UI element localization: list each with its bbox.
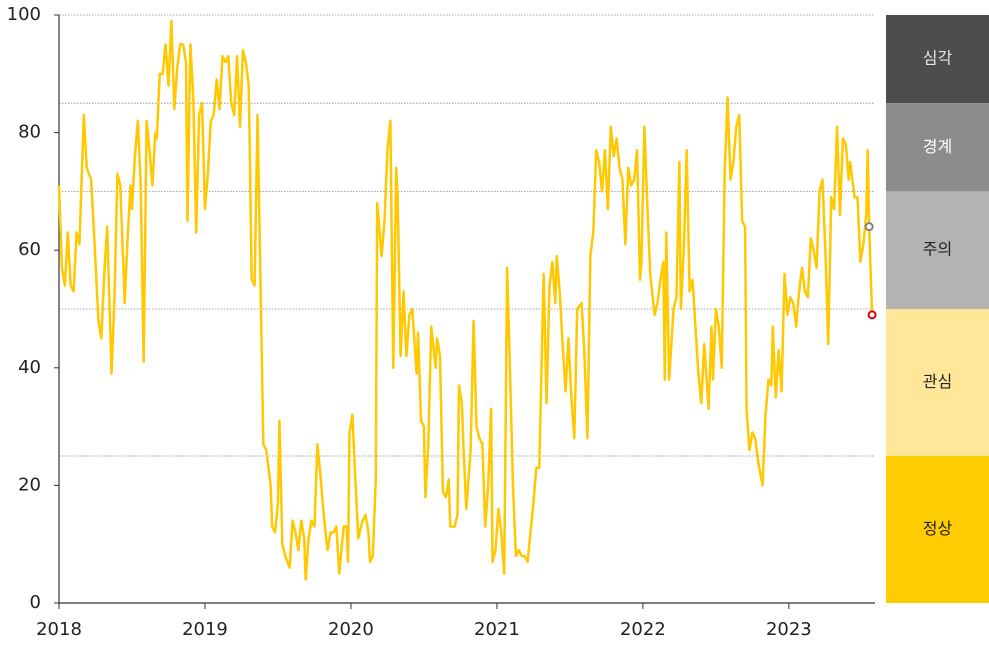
band [886,191,989,309]
y-tick-label: 20 [18,474,41,495]
end-marker [867,310,877,320]
band [886,309,989,456]
x-tick-label: 2019 [182,619,228,640]
y-tick-label: 40 [18,357,41,378]
y-tick-label: 0 [30,592,41,613]
band-label: 주의 [923,240,952,259]
band-label: 경계 [923,137,952,156]
y-tick-label: 80 [18,122,41,143]
x-tick-label: 2018 [36,619,82,640]
x-tick-label: 2023 [766,619,812,640]
x-tick-label: 2022 [620,619,666,640]
band-label: 관심 [923,372,952,391]
band-label: 정상 [923,519,953,538]
band [886,456,989,603]
x-tick-label: 2021 [474,619,520,640]
y-tick-label: 60 [18,239,41,260]
band [886,103,989,192]
line-series [57,19,874,581]
band [886,15,989,104]
x-tick-label: 2020 [328,619,374,640]
y-tick-label: 100 [7,4,41,25]
end-marker [864,222,874,232]
band-label: 심각 [923,49,953,68]
